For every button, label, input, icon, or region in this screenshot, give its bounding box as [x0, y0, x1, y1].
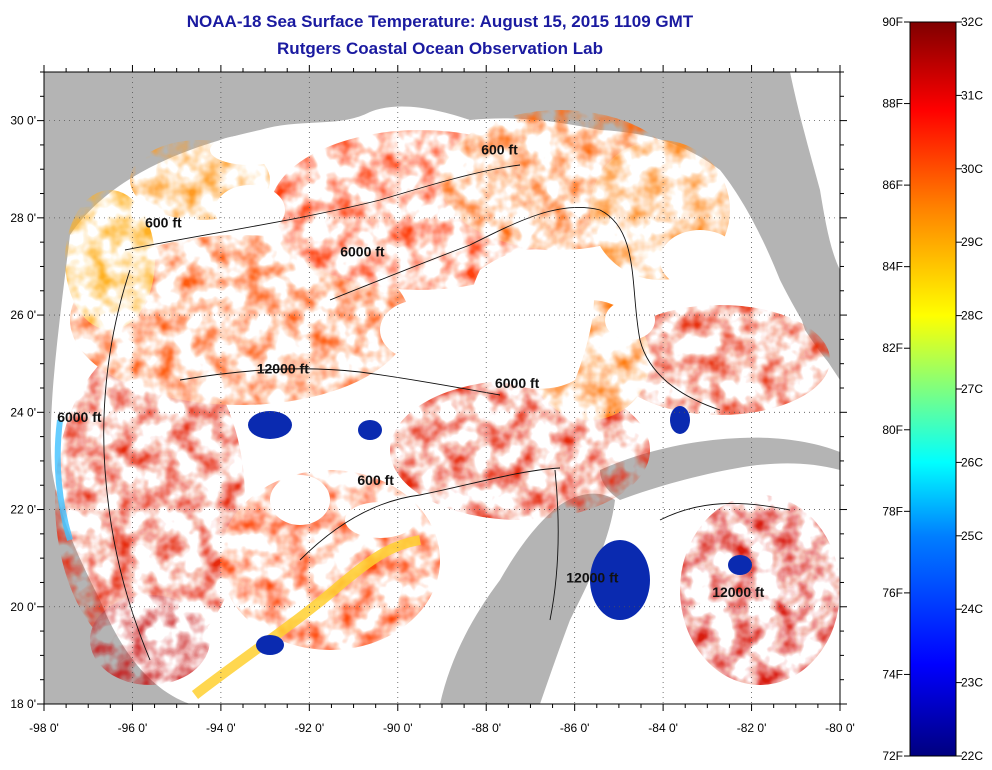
celsius-label: 25C [961, 529, 983, 543]
cold-patch [670, 406, 690, 434]
no-data-patch [605, 300, 655, 340]
no-data-patch [660, 230, 740, 290]
contour-label: 12000 ft [566, 569, 618, 585]
no-data-patch [345, 502, 415, 538]
contour-label: 6000 ft [495, 375, 540, 391]
no-data-patch [215, 185, 285, 235]
cold-patch [590, 540, 650, 620]
contour-labels: 600 ft 6000 ft 600 ft 12000 ft 6000 ft 6000 f… [57, 142, 764, 600]
fahrenheit-label: 78F [882, 504, 903, 518]
colorbar [909, 21, 957, 757]
fahrenheit-label: 72F [882, 749, 903, 763]
cuba-land [600, 437, 840, 500]
lat-tick-label: 18 0' [10, 697, 36, 711]
contour-label: 12000 ft [257, 360, 309, 376]
contour-label: 12000 ft [712, 584, 764, 600]
no-data-patch [468, 249, 595, 389]
lat-tick-label: 24 0' [10, 405, 36, 419]
lon-tick-label: -82 0' [737, 721, 767, 735]
map-title: NOAA-18 Sea Surface Temperature: August … [186, 12, 694, 31]
celsius-label: 31C [961, 88, 983, 102]
lat-tick-label: 26 0' [10, 308, 36, 322]
lat-tick-label: 30 0' [10, 114, 36, 128]
colorbar-labels: 32C 31C 30C 29C 28C 27C 26C 25C 24C 23C 22C 90F 88F 8… [882, 15, 983, 763]
contour-label: 6000 ft [340, 244, 385, 260]
lon-tick-label: -86 0' [560, 721, 590, 735]
celsius-label: 24C [961, 602, 983, 616]
fahrenheit-label: 80F [882, 423, 903, 437]
fahrenheit-label: 84F [882, 260, 903, 274]
fahrenheit-label: 88F [882, 97, 903, 111]
lon-tick-label: -90 0' [383, 721, 413, 735]
celsius-label: 23C [961, 676, 983, 690]
cold-patch [358, 420, 382, 440]
map-axes: -98 0' -96 0' -94 0' -92 0' -90 0' -88 0' -86 … [10, 65, 855, 735]
celsius-label: 30C [961, 162, 983, 176]
no-data-patch [380, 300, 460, 360]
contour-label: 600 ft [481, 142, 518, 158]
cold-patch [256, 635, 284, 655]
cold-patch [248, 411, 292, 439]
depth-contours [103, 164, 791, 661]
map-subtitle: Rutgers Coastal Ocean Observation Lab [277, 39, 603, 58]
lon-tick-label: -96 0' [118, 721, 148, 735]
lat-tick-label: 28 0' [10, 211, 36, 225]
yucatan-land [440, 493, 615, 704]
celsius-label: 29C [961, 235, 983, 249]
no-data-patch [210, 135, 290, 165]
lon-tick-label: -84 0' [648, 721, 678, 735]
celsius-label: 26C [961, 455, 983, 469]
lat-tick-label: 22 0' [10, 503, 36, 517]
fahrenheit-label: 86F [882, 178, 903, 192]
lat-tick-label: 20 0' [10, 600, 36, 614]
contour-label: 6000 ft [57, 409, 102, 425]
fahrenheit-label: 76F [882, 586, 903, 600]
cool-coastal-band [191, 535, 421, 699]
fahrenheit-label: 74F [882, 667, 903, 681]
no-data-patch [270, 475, 330, 525]
fahrenheit-label: 90F [882, 15, 903, 29]
cold-patch [728, 555, 752, 575]
lon-tick-label: -92 0' [295, 721, 325, 735]
lon-tick-label: -94 0' [206, 721, 236, 735]
celsius-label: 28C [961, 309, 983, 323]
celsius-label: 27C [961, 382, 983, 396]
celsius-label: 22C [961, 749, 983, 763]
lon-tick-label: -88 0' [471, 721, 501, 735]
fahrenheit-label: 82F [882, 341, 903, 355]
contour-label: 600 ft [357, 472, 394, 488]
lon-tick-label: -80 0' [825, 721, 855, 735]
cold-coastal-band [54, 419, 73, 541]
atlantic-water [790, 72, 840, 270]
contour-label: 600 ft [145, 215, 182, 231]
lon-tick-label: -98 0' [29, 721, 59, 735]
celsius-label: 32C [961, 15, 983, 29]
